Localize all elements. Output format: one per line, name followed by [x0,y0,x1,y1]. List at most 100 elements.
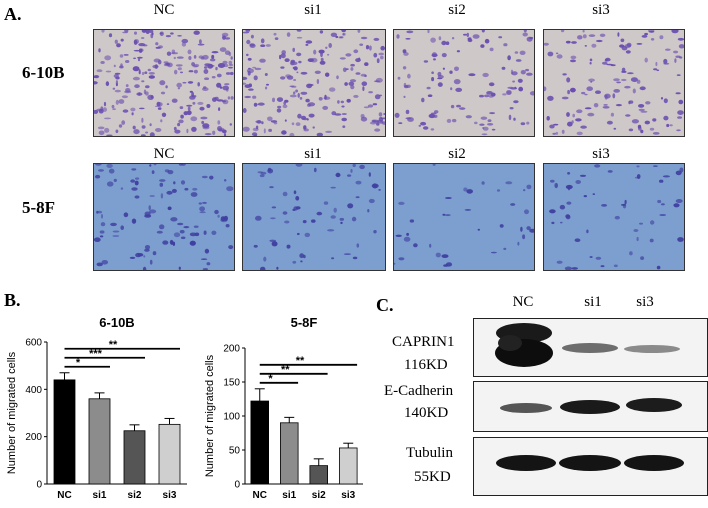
migrated-cell [675,170,682,176]
migrated-cell [133,129,140,135]
migrated-cell [479,123,485,126]
migrated-cell [595,256,602,260]
migrated-cell [334,113,342,116]
migrated-cell [544,42,549,46]
migrated-cell [640,110,648,113]
migrated-cell [318,97,323,101]
col-label-si1-row1: si1 [304,2,322,18]
migrated-cell [165,35,171,38]
migrated-cell [295,122,301,126]
migrated-cell [204,248,210,254]
migrated-cell [496,189,501,192]
migrated-cell [441,254,449,258]
migrated-cell [484,94,490,98]
migrated-cell [273,32,277,36]
migrated-cell [141,117,144,123]
migrated-cell [149,123,152,127]
migrated-cell [482,127,485,129]
migrated-cell [359,164,365,170]
migrated-cell [395,234,402,237]
col-label-si3-row1: si3 [592,2,610,18]
migrated-cell [466,32,469,38]
migrated-cell [132,125,136,130]
migrated-cell [142,266,147,270]
migrated-cell [131,187,138,191]
migrated-cell [191,126,197,132]
x-tick-label: si1 [93,490,107,501]
migrated-cell [138,107,145,110]
migrated-cell [271,206,277,209]
migrated-cell [186,104,193,107]
migrated-cell [295,89,298,93]
migrated-cell [613,89,620,93]
migrated-cell [591,43,597,48]
migrated-cell [159,224,165,230]
migrated-cell [570,87,576,93]
migrated-cell [577,35,583,40]
migrated-cell [335,172,341,178]
migrated-cell [133,39,139,44]
migrated-cell [673,203,680,208]
migrated-cell [571,267,578,270]
migrated-cell [147,68,151,72]
migrated-cell [441,40,447,46]
migrated-cell [173,126,177,131]
migrated-cell [148,205,151,211]
significance-label: * [268,373,273,385]
migrated-cell [115,99,119,105]
migrated-cell [660,97,664,100]
migrated-cell [625,114,631,117]
migrated-cell [316,132,323,136]
migrated-cell [94,109,99,114]
migrated-cell [180,71,183,74]
bar-si2 [309,465,329,485]
migrated-cell [198,202,202,205]
migrated-cell [292,47,295,52]
migrated-cell [566,201,572,205]
migrated-cell [314,167,317,173]
bar-si2 [123,430,146,485]
migrated-cell [270,120,278,123]
migrated-cell [247,57,252,61]
migrated-cell [145,85,150,89]
migrated-cell [188,70,194,73]
migrated-cell [211,54,215,59]
col-label-nc-row2: NC [153,146,175,162]
y-tick-label: 200 [25,432,42,443]
migrated-cell [132,66,140,72]
migrated-cell [191,62,195,67]
lane-label-si1: si1 [584,294,602,310]
migrated-cell [155,46,161,49]
migrated-cell [626,42,632,48]
migrated-cell [216,99,224,102]
bar-si3 [158,423,181,485]
migrated-cell [305,43,309,46]
migrated-cell [601,204,608,207]
migrated-cell [452,118,457,123]
migrated-cell [243,82,247,85]
migrated-cell [130,179,136,183]
migrated-cell [313,49,317,55]
migrated-cell [319,60,326,65]
migrated-cell [133,49,141,52]
migrated-cell [282,191,288,197]
migrated-cell [406,232,409,236]
migrated-cell [511,71,518,76]
migrated-cell [638,108,645,112]
migrated-cell [308,113,315,118]
migrated-cell [113,178,117,182]
migrated-cell [520,70,526,75]
migrated-cell [304,232,311,238]
migrated-cell [339,57,346,60]
migrated-cell [589,256,593,258]
migrated-cell [151,170,155,174]
migrated-cell [523,30,527,33]
migrated-cell [189,240,196,246]
migrated-cell [202,123,210,129]
migrated-cell [323,96,331,100]
migrated-cell [520,226,523,232]
migrated-cell [360,36,368,40]
migrated-cell [636,165,640,168]
migrated-cell [520,122,526,126]
migrated-cell [428,113,436,119]
